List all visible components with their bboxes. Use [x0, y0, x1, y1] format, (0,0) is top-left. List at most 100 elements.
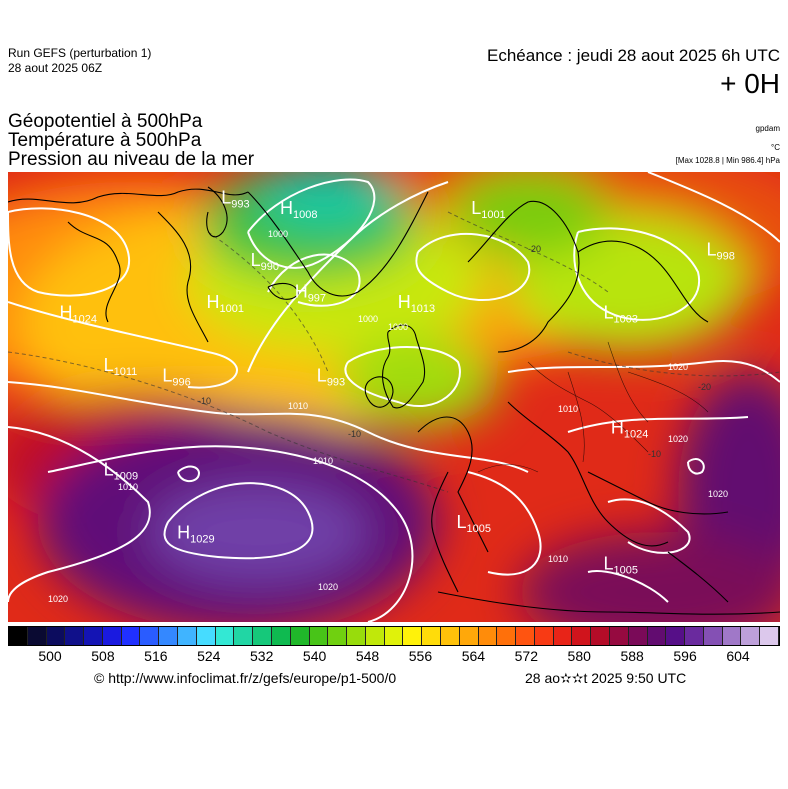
color-scale-cell — [121, 627, 141, 645]
color-scale-cell — [440, 627, 460, 645]
run-label: Run GEFS (perturbation 1) — [8, 46, 152, 60]
low-pressure-center: L1005 — [457, 512, 492, 535]
color-scale-tick: 556 — [408, 648, 433, 664]
isotherm-label: -20 — [698, 382, 711, 392]
color-scale-tick: 580 — [567, 648, 591, 664]
isobar-label: 1000 — [358, 314, 378, 324]
color-scale-tick: 564 — [461, 648, 486, 664]
low-pressure-center: L993 — [317, 365, 345, 388]
isotherm-label: -10 — [198, 396, 211, 406]
temperature-isotherms — [8, 211, 780, 493]
forecast-time: Echéance : jeudi 28 aout 2025 6h UTC — [487, 46, 780, 65]
source-credit[interactable]: © http://www.infoclimat.fr/z/gefs/europe… — [94, 670, 397, 686]
color-scale-tick: 604 — [726, 648, 750, 664]
isobar-label: 1010 — [118, 482, 138, 492]
isobar-label: 1010 — [548, 554, 568, 564]
low-pressure-center: L1003 — [604, 303, 639, 326]
color-scale-cell — [196, 627, 216, 645]
color-scale-cell — [703, 627, 723, 645]
color-scale-cell — [628, 627, 648, 645]
isobar-label: 1020 — [708, 489, 728, 499]
color-scale-cell — [9, 627, 28, 645]
color-scale-cell — [610, 627, 629, 645]
color-scale-tick: 540 — [302, 648, 327, 664]
isotherm-label: -10 — [348, 429, 361, 439]
color-scale-cell — [403, 627, 423, 645]
color-scale-cell — [159, 627, 179, 645]
color-scale-cell — [553, 627, 573, 645]
high-pressure-center: H1024 — [611, 418, 648, 441]
color-scale-cell — [422, 627, 441, 645]
color-scale-cell — [178, 627, 197, 645]
isobar-label: 1020 — [668, 362, 688, 372]
color-scale-tick: 500 — [38, 648, 62, 664]
color-scale-cell — [741, 627, 761, 645]
isobar-label: 1010 — [288, 401, 308, 411]
geopotential-field — [8, 172, 780, 622]
color-scale-cell — [666, 627, 686, 645]
color-scale-cell — [647, 627, 667, 645]
color-scale-cell — [215, 627, 235, 645]
high-pressure-center: H1008 — [280, 198, 317, 221]
color-scale-tick: 596 — [673, 648, 697, 664]
color-scale-cell — [253, 627, 272, 645]
weather-map: H1024 L1011 L996 L1009 H1029 L993 H1008 L990 H99… — [8, 172, 780, 622]
color-scale-cell — [271, 627, 291, 645]
pressure-centers: H1024 L1011 L996 L1009 H1029 L993 H1008 L990 H99… — [48, 187, 735, 604]
color-scale-tick: 508 — [91, 648, 115, 664]
color-scale-cell — [572, 627, 592, 645]
pressure-range: [Max 1028.8 | Min 986.4] hPa — [675, 156, 780, 165]
color-scale-cell — [516, 627, 535, 645]
color-scale-cell — [685, 627, 704, 645]
color-scale-tick: 524 — [197, 648, 221, 664]
isobar-label: 1020 — [48, 594, 68, 604]
color-scale-cell — [384, 627, 404, 645]
color-scale-cell — [27, 627, 47, 645]
forecast-offset: + 0H — [720, 68, 780, 99]
low-pressure-center: L998 — [707, 240, 735, 263]
color-scale-cell — [722, 627, 742, 645]
color-scale-cell — [478, 627, 498, 645]
color-scale-cell — [760, 627, 780, 645]
color-scale-cell — [234, 627, 254, 645]
low-pressure-center: L996 — [162, 365, 190, 388]
isotherm-label: -10 — [648, 449, 661, 459]
color-scale-cell — [347, 627, 366, 645]
color-scale-tick: 532 — [250, 648, 274, 664]
isobar-label: 1020 — [668, 434, 688, 444]
color-scale-ticks: 500 508 516 524 532 540 548 556 564 572 580 588 596 6… — [8, 648, 780, 666]
color-scale-cell — [534, 627, 554, 645]
color-scale-cell — [46, 627, 66, 645]
title-pressure: Pression au niveau de la mer — [8, 149, 255, 170]
isobar-label: 1020 — [318, 582, 338, 592]
high-pressure-center: H1024 — [60, 303, 97, 326]
color-scale-cell — [309, 627, 329, 645]
color-scale-cell — [497, 627, 517, 645]
color-scale-cell — [102, 627, 122, 645]
isobar-label: 1010 — [558, 404, 578, 414]
color-scale-cell — [365, 627, 385, 645]
low-pressure-center: L990 — [251, 250, 279, 273]
color-scale-tick: 548 — [355, 648, 380, 664]
low-pressure-center: L1009 — [104, 460, 139, 483]
color-scale-cell — [290, 627, 310, 645]
color-scale — [8, 626, 780, 646]
isobar-label: 1000 — [388, 322, 408, 332]
isobars — [8, 172, 780, 622]
title-geopotential: Géopotentiel à 500hPa — [8, 111, 203, 132]
isobar-label: 1000 — [268, 229, 288, 239]
generation-timestamp: 28 ao✫✫t 2025 9:50 UTC — [525, 670, 687, 686]
color-scale-cell — [591, 627, 610, 645]
color-scale-cell — [459, 627, 479, 645]
high-pressure-center: H1013 — [398, 292, 435, 315]
color-scale-cell — [328, 627, 348, 645]
high-pressure-center: H1001 — [207, 292, 244, 315]
isotherm-label: -20 — [528, 244, 541, 254]
high-pressure-center: H1029 — [177, 522, 214, 545]
run-date: 28 aout 2025 06Z — [8, 61, 103, 75]
color-scale-tick: 516 — [144, 648, 168, 664]
isobar-label: 1010 — [313, 456, 333, 466]
color-scale-cell — [140, 627, 160, 645]
color-scale-cell — [84, 627, 103, 645]
coastlines — [8, 186, 780, 615]
